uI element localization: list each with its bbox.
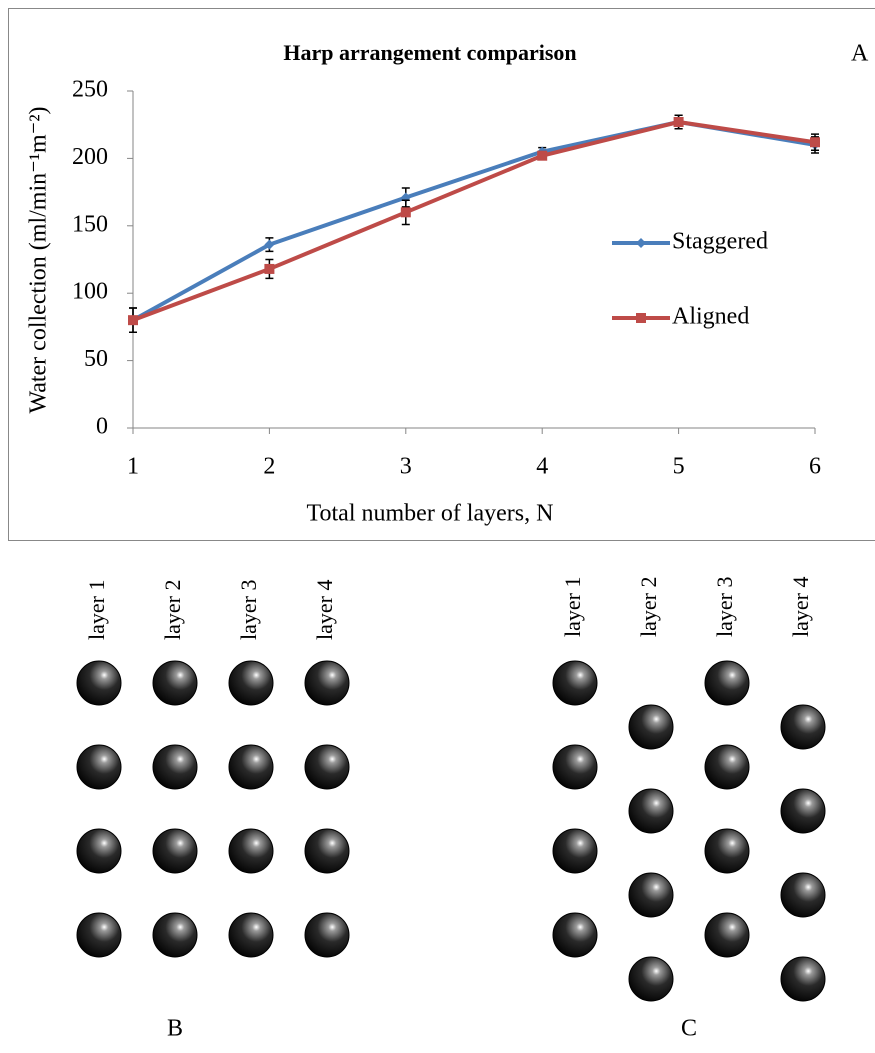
- x-tick-label: 2: [263, 454, 275, 480]
- fiber: [780, 872, 826, 918]
- fiber: [76, 912, 122, 958]
- series-line: [132, 120, 816, 323]
- fiber: [76, 660, 122, 706]
- fiber: [304, 912, 350, 958]
- y-tick-label: 0: [96, 414, 108, 440]
- layer-label: layer 2: [636, 577, 661, 637]
- layer-label: layer 4: [312, 580, 337, 640]
- y-tick-label: 200: [72, 144, 108, 170]
- legend-label: Staggered: [672, 229, 768, 255]
- y-tick-label: 150: [72, 211, 108, 237]
- fiber: [304, 828, 350, 874]
- fiber: [552, 744, 598, 790]
- layer-label: layer 1: [560, 577, 585, 637]
- fiber: [304, 744, 350, 790]
- fiber: [628, 704, 674, 750]
- legend-marker: [636, 238, 646, 248]
- fiber: [628, 956, 674, 1002]
- y-axis-label: Water collection (ml/min⁻¹m⁻²): [26, 106, 52, 413]
- y-tick-label: 250: [72, 77, 108, 103]
- data-point: [400, 207, 411, 218]
- y-tick-label: 50: [84, 346, 108, 372]
- fiber: [228, 744, 274, 790]
- chart-frame: [8, 8, 875, 541]
- x-tick-label: 4: [536, 454, 548, 480]
- fiber: [780, 704, 826, 750]
- layer-label: layer 2: [160, 580, 185, 640]
- x-axis-label: Total number of layers, N: [307, 501, 554, 527]
- fiber: [552, 912, 598, 958]
- data-point: [128, 315, 138, 326]
- layer-label: layer 3: [712, 577, 737, 637]
- fiber: [704, 744, 750, 790]
- fiber: [552, 660, 598, 706]
- fiber: [152, 744, 198, 790]
- fiber: [76, 744, 122, 790]
- panel-label: C: [681, 1016, 697, 1042]
- legend-label: Aligned: [672, 304, 749, 330]
- x-tick-label: 1: [127, 454, 139, 480]
- fiber: [628, 788, 674, 834]
- x-tick-label: 6: [809, 454, 821, 480]
- fiber: [704, 660, 750, 706]
- fiber: [76, 828, 122, 874]
- fiber: [552, 828, 598, 874]
- fiber: [628, 872, 674, 918]
- fiber: [152, 660, 198, 706]
- fiber: [704, 912, 750, 958]
- fiber: [704, 828, 750, 874]
- data-point: [264, 263, 275, 274]
- layer-label: layer 4: [788, 577, 813, 637]
- fiber: [228, 912, 274, 958]
- legend-marker: [636, 313, 646, 323]
- fiber: [152, 828, 198, 874]
- data-point: [810, 137, 820, 148]
- fiber: [780, 956, 826, 1002]
- y-tick-label: 100: [72, 279, 108, 305]
- fiber: [304, 660, 350, 706]
- series-line: [132, 120, 816, 322]
- data-point: [673, 117, 684, 128]
- layer-label: layer 3: [236, 580, 261, 640]
- chart-title: Harp arrangement comparison: [283, 40, 576, 65]
- fiber: [780, 788, 826, 834]
- layer-label: layer 1: [84, 580, 109, 640]
- data-point: [264, 239, 275, 250]
- x-tick-label: 5: [673, 454, 685, 480]
- fiber: [228, 660, 274, 706]
- x-tick-label: 3: [400, 454, 412, 480]
- data-point: [537, 150, 548, 161]
- panel-label: B: [167, 1016, 183, 1042]
- fiber: [228, 828, 274, 874]
- panel-label: A: [851, 41, 869, 67]
- fiber: [152, 912, 198, 958]
